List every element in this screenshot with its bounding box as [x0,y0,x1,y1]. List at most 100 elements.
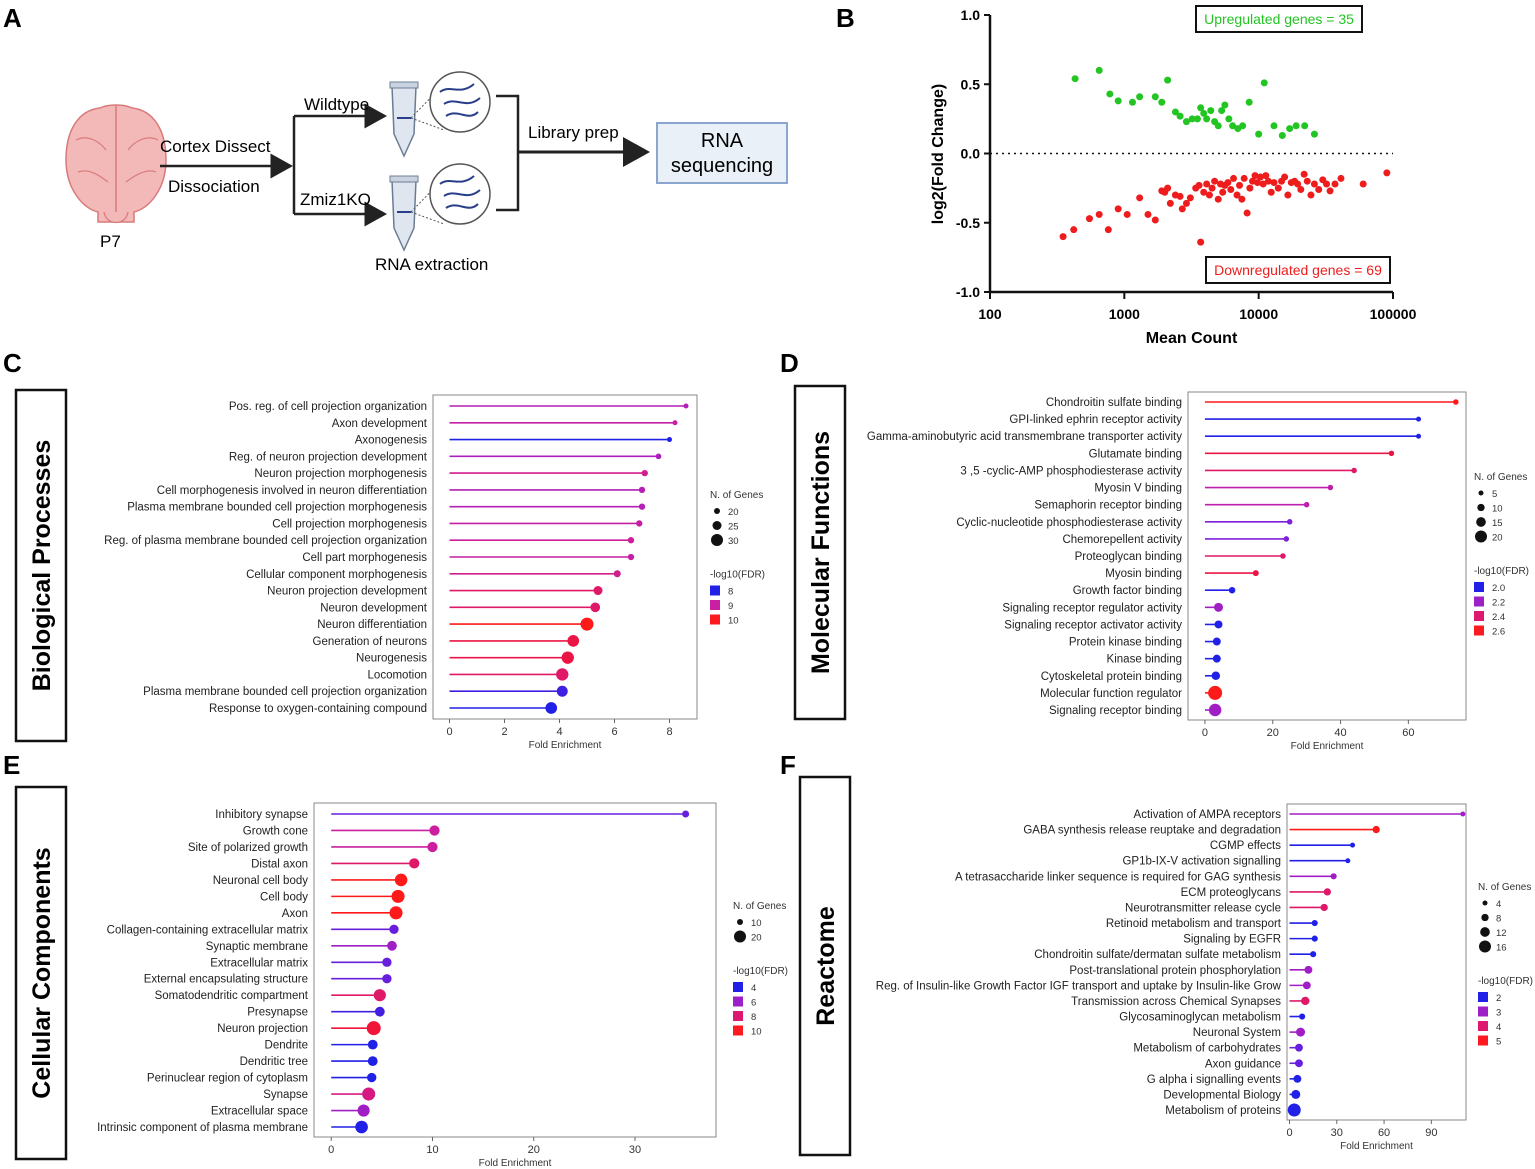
upregulated-gene-point [1255,130,1263,138]
downregulated-gene-point [1095,210,1103,218]
lollipop-dot [1208,685,1223,700]
downregulated-gene-point [1307,191,1315,199]
upregulated-gene-point [1221,101,1229,109]
term-label-axonogenesis: Axonogenesis [355,435,427,447]
lollipop-dot [1293,1074,1302,1083]
sequencing-box [656,122,788,184]
lollipop-dot [1304,965,1313,974]
term-label-axon: Axon [282,908,308,920]
lollipop-dot [409,858,420,869]
lollipop-dot [636,520,643,527]
term-label-signaling-receptor-regulator-activity: Signaling receptor regulator activity [1002,602,1182,614]
downregulated-gene-point [1323,180,1331,188]
downregulated-gene-point [1310,180,1318,188]
lollipop-dot [683,403,689,409]
color-legend-title: -log10(FDR) [733,966,788,977]
downregulated-gene-point [1251,172,1259,180]
color-legend-swatch [1474,625,1484,636]
term-label-cytoskeletal-protein-binding: Cytoskeletal protein binding [1041,671,1182,683]
size-legend-value: 15 [1492,518,1503,529]
term-label-external-encapsulating-structure: External encapsulating structure [144,974,308,986]
downregulated-gene-point [1297,186,1305,194]
term-label-distal-axon: Distal axon [251,858,308,870]
term-label-growth-factor-binding: Growth factor binding [1073,585,1182,597]
downregulated-gene-point [1383,169,1391,177]
size-legend-title: N. of Genes [710,490,763,501]
term-label-developmental-biology: Developmental Biology [1163,1089,1281,1101]
lollipop-dot [627,537,635,544]
downregulated-gene-point [1195,181,1203,189]
color-legend-value: 2.6 [1492,627,1505,638]
x-tick-label: 10 [426,1144,438,1156]
term-label-cell-projection-morphogenesis: Cell projection morphogenesis [272,518,427,530]
term-label-activation-of-ampa-receptors: Activation of AMPA receptors [1134,809,1282,821]
term-label-cgmp-effects: CGMP effects [1210,840,1281,852]
size-legend-dot [1481,913,1489,922]
size-legend-value: 20 [1492,533,1503,544]
size-legend-dot [734,930,746,943]
term-label-cyclic-nucleotide-phosphodiesterase-acti: Cyclic-nucleotide phosphodiesterase acti… [956,517,1182,529]
upregulated-gene-point [1245,98,1253,106]
term-label-intrinsic-component-of-plasma-membrane: Intrinsic component of plasma membrane [97,1122,308,1134]
lollipop-dot [389,924,399,934]
downregulated-gene-point [1331,180,1339,188]
term-label-growth-cone: Growth cone [243,825,308,837]
lollipop-dot [1330,873,1337,880]
wildtype-label: Wildtype [304,95,369,114]
term-label-a-tetrasaccharide-linker-sequence-is-req: A tetrasaccharide linker sequence is req… [955,871,1281,883]
lollipop-dot [590,602,601,613]
downregulated-gene-point [1315,186,1323,194]
term-label-synapse: Synapse [263,1089,308,1101]
upregulated-gene-point [1158,98,1166,106]
knockout-label: Zmiz1KO [300,190,371,209]
downregulated-gene-point [1359,180,1367,188]
panel-e-cellular-components: Cellular Components Inhibitory synapse Gro… [14,785,788,1169]
downregulated-gene-point [1300,170,1308,178]
downregulated-gene-point [1208,184,1216,192]
color-legend-swatch [1478,1006,1488,1017]
size-legend-value: 12 [1496,928,1507,939]
downregulated-gene-point [1253,179,1261,187]
lollipop-dot [627,553,635,561]
term-label-protein-kinase-binding: Protein kinase binding [1069,637,1182,649]
term-label-glutamate-binding: Glutamate binding [1089,448,1182,460]
lollipop-dot [556,668,569,681]
size-legend-dot [1482,900,1488,906]
brain-icon [65,104,167,224]
term-label-axon-guidance: Axon guidance [1205,1058,1281,1070]
term-label-presynapse: Presynapse [247,1007,308,1019]
size-legend-value: 4 [1496,899,1501,910]
size-legend-value: 20 [751,933,762,944]
lollipop-dot [667,437,672,443]
x-tick-label: 1000 [1109,306,1140,322]
lollipop-dot [1453,399,1459,405]
lollipop-dot [1310,951,1317,958]
downregulated-gene-point [1176,192,1184,200]
term-label-neuronal-system: Neuronal System [1193,1027,1281,1039]
downregulated-gene-point [1264,177,1272,185]
panel-letter-e: E [3,750,20,780]
lollipop-dot [357,1104,370,1117]
color-legend-value: 2 [1496,993,1501,1004]
size-legend-value: 10 [751,918,762,929]
lollipop-dot [1299,1013,1306,1020]
x-tick-label: 60 [1402,727,1414,739]
lollipop-dot [1212,637,1221,646]
x-tick-label: 0 [328,1144,334,1156]
lollipop-dot [672,420,678,426]
x-tick-label: 30 [629,1144,641,1156]
color-legend-swatch [710,614,720,625]
term-label-neurotransmitter-release-cycle: Neurotransmitter release cycle [1125,902,1281,914]
term-label-retinoid-metabolism-and-transport: Retinoid metabolism and transport [1106,918,1282,930]
term-label-reg-of-plasma-membrane-bounded-cell-proj: Reg. of plasma membrane bounded cell pro… [104,535,427,547]
color-legend-title: -log10(FDR) [1474,566,1529,577]
color-legend-swatch [733,982,743,992]
lollipop-dot [1286,519,1293,525]
term-label-kinase-binding: Kinase binding [1107,654,1182,666]
upregulated-gene-point [1114,97,1122,105]
upregulated-gene-point [1095,66,1103,74]
x-axis-title: Fold Enrichment [479,1158,552,1169]
y-tick-label: 1.0 [961,7,981,23]
step1-top-label: Cortex Dissect [160,137,271,156]
color-legend-value: 2.2 [1492,598,1505,609]
